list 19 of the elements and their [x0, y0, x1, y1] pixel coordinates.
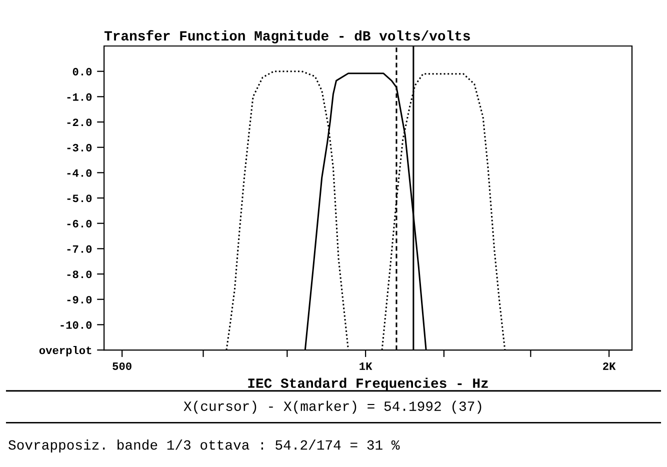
x-tick-label: 1K: [360, 362, 372, 370]
y-tick-label: -5.0: [67, 194, 92, 202]
y-tick-label: -3.0: [67, 144, 92, 152]
y-tick-label: overplot: [39, 346, 92, 356]
y-tick-label: -6.0: [67, 220, 92, 228]
y-tick-label: -4.0: [67, 169, 92, 177]
y-tick-label: -2.0: [67, 118, 92, 126]
y-tick-label: -10.0: [60, 321, 92, 329]
y-tick-label: 0.0: [72, 68, 92, 76]
text: Sovrapposiz. bande 1/3 ottava : 54.2/174 = 31 %: [8, 440, 400, 452]
y-tick-label: -9.0: [67, 296, 92, 304]
y-tick-label: -7.0: [67, 245, 92, 253]
y-tick-label: -8.0: [67, 270, 92, 278]
y-tick-label: -1.0: [67, 93, 92, 101]
text: X(cursor) - X(marker) = 54.1992 (37): [184, 400, 482, 414]
x-tick-label: 2K: [603, 362, 616, 370]
chart-title: Transfer Function Magnitude - dB volts/volts: [104, 30, 470, 44]
x-axis-title: IEC Standard Frequencies - Hz: [248, 378, 488, 391]
x-tick-label: 500: [112, 362, 132, 370]
